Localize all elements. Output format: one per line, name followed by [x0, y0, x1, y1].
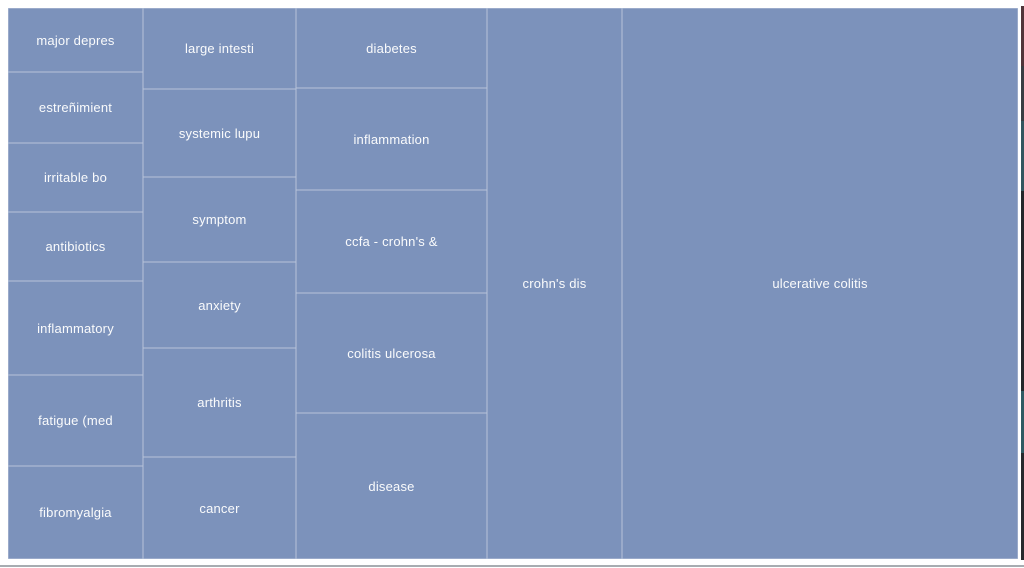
right-edge-sliver-segment	[1021, 66, 1024, 121]
treemap-cell-fatigue-med[interactable]: fatigue (med	[8, 375, 143, 466]
treemap-cell-diabetes[interactable]: diabetes	[296, 8, 487, 88]
treemap-cell-label: crohn's dis	[522, 276, 587, 291]
treemap-cell-inflammatory[interactable]: inflammatory	[8, 281, 143, 375]
treemap-cell-label: symptom	[192, 212, 247, 227]
treemap-cell-label: antibiotics	[45, 239, 106, 254]
treemap-cell-label: major depres	[36, 32, 115, 48]
treemap-cell-label: estreñimient	[38, 100, 113, 115]
treemap-cell-cancer[interactable]: cancer	[143, 457, 296, 559]
right-edge-sliver-segment	[1021, 453, 1024, 560]
treemap-cell-inflammation[interactable]: inflammation	[296, 88, 487, 190]
treemap-cell-label: arthritis	[197, 395, 242, 410]
treemap-cell-label: irritable bo	[43, 170, 108, 185]
treemap-cell-symptom[interactable]: symptom	[143, 177, 296, 262]
treemap-cell-estre-imient[interactable]: estreñimient	[8, 72, 143, 143]
treemap-cell-ccfa-crohn-s[interactable]: ccfa - crohn's &	[296, 190, 487, 293]
treemap-cell-anxiety[interactable]: anxiety	[143, 262, 296, 348]
treemap-cell-label: colitis ulcerosa	[347, 345, 436, 361]
treemap-cell-label: systemic lupu	[178, 125, 261, 141]
right-edge-sliver-segment	[1021, 191, 1024, 391]
treemap-cell-label: fibromyalgia	[39, 505, 112, 520]
right-edge-sliver-segment	[1021, 121, 1024, 191]
treemap-cell-large-intesti[interactable]: large intesti	[143, 8, 296, 89]
right-edge-sliver-segment	[1021, 391, 1024, 453]
treemap-cell-ulcerative-colitis[interactable]: ulcerative colitis	[622, 8, 1018, 559]
window-bottom-edge	[0, 565, 1024, 567]
treemap-cell-label: cancer	[199, 500, 240, 516]
treemap-cell-label: large intesti	[184, 41, 255, 56]
right-edge-sliver-segment	[1021, 6, 1024, 66]
treemap-cell-label: ccfa - crohn's &	[345, 234, 438, 249]
treemap-cell-label: inflammation	[353, 131, 430, 147]
treemap-cell-crohn-s-dis[interactable]: crohn's dis	[487, 8, 622, 559]
treemap-cell-label: disease	[368, 478, 415, 494]
treemap-cell-irritable-bo[interactable]: irritable bo	[8, 143, 143, 212]
treemap-cell-colitis-ulcerosa[interactable]: colitis ulcerosa	[296, 293, 487, 413]
treemap-cell-fibromyalgia[interactable]: fibromyalgia	[8, 466, 143, 559]
treemap-cell-systemic-lupu[interactable]: systemic lupu	[143, 89, 296, 177]
treemap-cell-label: ulcerative colitis	[772, 276, 868, 291]
treemap-cell-label: anxiety	[198, 297, 241, 313]
treemap-cell-arthritis[interactable]: arthritis	[143, 348, 296, 457]
treemap-cell-label: fatigue (med	[38, 413, 113, 428]
treemap-cell-antibiotics[interactable]: antibiotics	[8, 212, 143, 281]
treemap-cell-major-depres[interactable]: major depres	[8, 8, 143, 72]
treemap-cell-label: inflammatory	[37, 320, 114, 336]
treemap-cell-disease[interactable]: disease	[296, 413, 487, 559]
treemap-cell-label: diabetes	[366, 40, 417, 56]
